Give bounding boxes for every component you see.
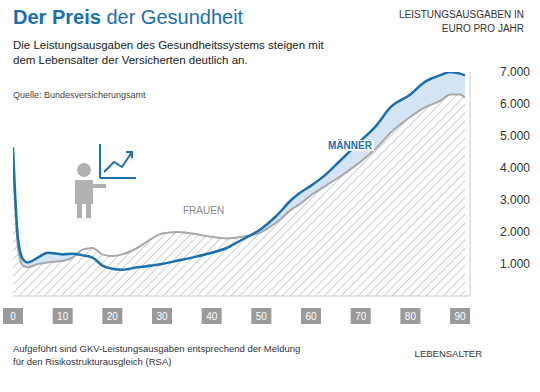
svg-text:70: 70 [355, 311, 367, 322]
html-text:Der Preis der Gesundheit: Der Preis der Gesundheit [13, 6, 244, 28]
svg-text:30: 30 [156, 311, 168, 322]
html-text:FRAUEN: FRAUEN [183, 205, 225, 216]
svg-text:10: 10 [57, 311, 69, 322]
svg-text:0: 0 [10, 311, 16, 322]
html-text:MÄNNER: MÄNNER [328, 140, 372, 151]
html-text:Die Leistungsausgaben des Gesu: Die Leistungsausgaben des Gesundheitssys… [13, 39, 324, 66]
svg-text:3.000: 3.000 [500, 193, 530, 207]
svg-text:20: 20 [107, 311, 119, 322]
svg-text:60: 60 [305, 311, 317, 322]
html-text:LEBENSALTER: LEBENSALTER [414, 348, 482, 359]
html-text:Aufgeführt sind GKV-Leistungsa: Aufgeführt sind GKV-Leistungsausgaben en… [13, 343, 301, 367]
html-text:Quelle: Bundesversicherungsamt: Quelle: Bundesversicherungsamt [13, 90, 146, 100]
svg-text:50: 50 [256, 311, 268, 322]
svg-text:2.000: 2.000 [500, 225, 530, 239]
svg-text:1.000: 1.000 [500, 257, 530, 271]
svg-text:40: 40 [206, 311, 218, 322]
svg-text:90: 90 [455, 311, 467, 322]
html-text:LEISTUNGSAUSGABEN IN EURO PRO: LEISTUNGSAUSGABEN IN EURO PRO JAHR [399, 9, 524, 34]
svg-text:80: 80 [405, 311, 417, 322]
svg-text:6.000: 6.000 [500, 97, 530, 111]
svg-text:5.000: 5.000 [500, 129, 530, 143]
svg-text:4.000: 4.000 [500, 161, 530, 175]
svg-text:7.000: 7.000 [500, 65, 530, 79]
